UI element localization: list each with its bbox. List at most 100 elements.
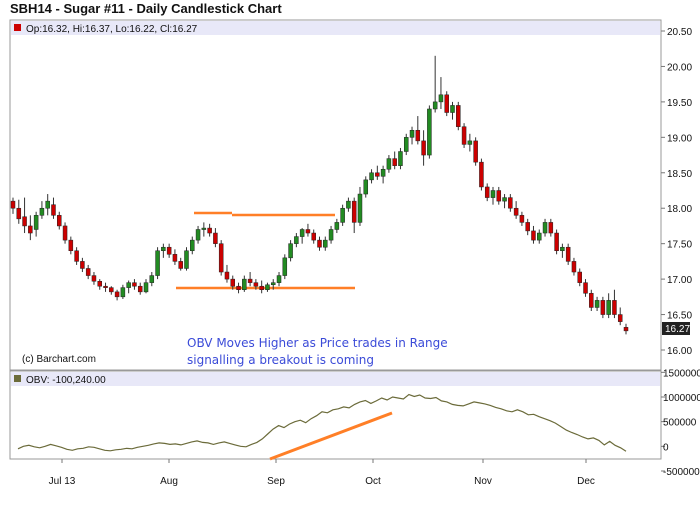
candle-body	[484, 186, 490, 198]
price-tick-label: 17.50	[667, 240, 692, 251]
candle-body	[259, 285, 264, 290]
candle-body	[270, 282, 276, 286]
candle-body	[403, 137, 409, 152]
candle-body	[542, 222, 548, 234]
candle-body	[432, 101, 438, 110]
x-axis: Jul 13 Aug Sep Oct Nov Dec	[49, 459, 595, 487]
candle-body	[80, 261, 85, 269]
candle-body	[74, 250, 79, 262]
ohlc-readout: Op:16.32, Hi:16.37, Lo:16.22, Cl:16.27	[26, 24, 198, 35]
candle-body	[276, 275, 282, 283]
copyright-label: (c) Barchart.com	[22, 354, 96, 365]
price-pane	[9, 19, 662, 371]
candle-body	[195, 229, 201, 241]
candle-body	[39, 207, 45, 216]
candle-body	[415, 129, 421, 142]
candle-body	[525, 222, 530, 232]
price-tick-label: 19.50	[667, 98, 692, 109]
candle-body	[409, 129, 415, 138]
candle-body	[502, 197, 507, 202]
candle-body	[537, 232, 542, 241]
candle-body	[184, 250, 189, 269]
obv-trend-line	[269, 411, 393, 461]
candle-body	[22, 216, 27, 227]
candle-body	[62, 225, 68, 241]
x-tick-label: Nov	[474, 476, 492, 487]
obv-legend-swatch	[14, 375, 21, 382]
candle-body	[594, 300, 600, 308]
candle-body	[531, 230, 536, 241]
x-tick-label: Aug	[160, 476, 178, 487]
candle-body	[201, 227, 207, 230]
candle-body	[369, 172, 374, 181]
candle-body	[236, 285, 241, 290]
candles-series	[10, 55, 629, 335]
candle-body	[28, 225, 33, 234]
last-price-label: 16.27	[665, 324, 690, 335]
candle-body	[247, 278, 253, 283]
price-tick-label: 16.50	[667, 311, 692, 322]
obv-tick-label: 1500000	[663, 368, 700, 379]
obv-tick-label: 1000000	[663, 393, 700, 404]
candle-body	[560, 246, 565, 252]
candle-body	[577, 271, 582, 283]
candle-body	[190, 239, 195, 252]
candle-body	[323, 239, 328, 248]
candle-body	[427, 108, 432, 156]
candle-body	[161, 246, 166, 252]
candle-body	[213, 232, 218, 244]
candle-body	[120, 287, 126, 298]
candle-body	[357, 193, 363, 223]
candle-body	[380, 168, 386, 177]
obv-header-band	[11, 372, 660, 386]
candle-body	[288, 243, 293, 259]
candle-body	[363, 179, 369, 195]
candle-body	[317, 239, 322, 248]
price-tick-label: 16.00	[667, 346, 692, 357]
x-tick-label: Sep	[267, 476, 285, 487]
candle-body	[114, 291, 120, 298]
candle-body	[282, 257, 288, 276]
candle-body	[166, 246, 172, 255]
candle-body	[328, 229, 334, 241]
candle-body	[450, 105, 455, 113]
candle-body	[473, 140, 478, 163]
candle-body	[444, 94, 449, 113]
candle-body	[299, 229, 305, 237]
candle-body	[143, 282, 149, 293]
price-tick-label: 17.00	[667, 275, 692, 286]
candle-body	[583, 282, 588, 294]
candle-body	[57, 215, 62, 227]
candle-body	[612, 300, 617, 315]
price-tick-label: 18.50	[667, 169, 692, 180]
candle-body	[68, 239, 74, 252]
candle-body	[346, 200, 351, 209]
candle-body	[571, 261, 577, 273]
x-tick-label: Jul 13	[49, 476, 76, 487]
annotation-line-1: OBV Moves Higher as Price trades in Rang…	[187, 336, 448, 350]
candle-body	[548, 222, 554, 234]
candle-body	[398, 151, 403, 166]
candle-body	[218, 243, 224, 273]
price-tick-label: 18.00	[667, 204, 692, 215]
candle-body	[103, 285, 108, 288]
candle-body	[91, 275, 97, 282]
chart-title: SBH14 - Sugar #11 - Daily Candlestick Ch…	[10, 1, 282, 16]
candle-body	[85, 268, 91, 276]
candle-body	[392, 158, 397, 166]
price-tick-label: 19.00	[667, 133, 692, 144]
candle-body	[490, 190, 496, 198]
candle-body	[606, 300, 611, 315]
obv-y-axis: 1500000 1000000 500000 0 -500000	[661, 368, 700, 478]
price-legend-swatch	[14, 24, 21, 31]
candle-body	[126, 282, 131, 288]
candle-body	[467, 140, 473, 145]
candle-body	[172, 254, 178, 262]
candle-body	[305, 229, 311, 234]
candle-body	[479, 161, 484, 188]
x-tick-label: Dec	[577, 476, 595, 487]
obv-readout: OBV: -100,240.00	[26, 375, 106, 386]
candle-body	[207, 227, 212, 234]
candle-body	[554, 232, 559, 252]
candle-body	[137, 285, 143, 293]
